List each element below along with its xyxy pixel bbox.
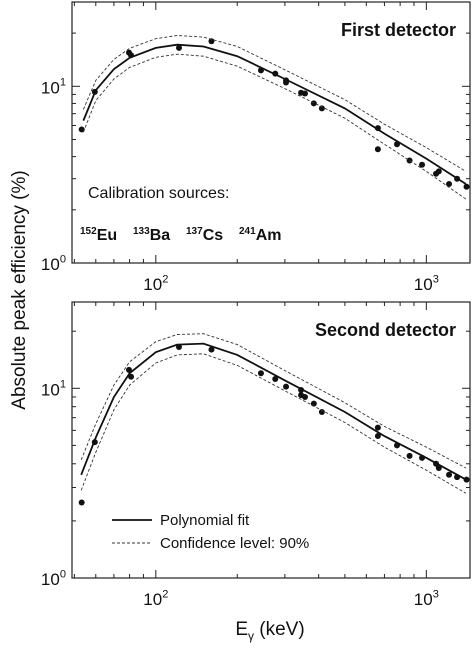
tick-label: 103	[414, 588, 439, 609]
tick-exponent: 3	[433, 588, 439, 600]
tick-base: 10	[414, 275, 433, 294]
tick-base: 10	[41, 78, 60, 97]
plot-frame	[71, 301, 471, 579]
confidence-line	[80, 353, 467, 494]
tick-exponent: 0	[60, 253, 66, 265]
data-point	[272, 375, 279, 382]
tick-exponent: 0	[60, 568, 66, 580]
data-point	[208, 38, 215, 45]
confidence-line	[82, 53, 467, 200]
data-point	[208, 346, 215, 353]
tick-base: 10	[414, 590, 433, 609]
y-axis-label: Absolute peak efficiency (%)	[9, 170, 30, 409]
data-point	[301, 393, 308, 400]
legend-label: Confidence level: 90%	[160, 535, 309, 552]
plot-area	[78, 35, 470, 200]
source-label: 137Cs	[186, 226, 223, 244]
data-point	[78, 499, 85, 506]
x-label-subscript: γ	[248, 629, 254, 643]
source-symbol: Ba	[150, 227, 171, 244]
data-point	[446, 180, 453, 187]
data-point	[283, 383, 290, 390]
data-point	[301, 90, 308, 97]
data-point	[257, 370, 264, 377]
tick-label: 101	[41, 77, 66, 98]
data-point	[175, 344, 182, 351]
x-label-base: E	[235, 619, 248, 640]
tick-label: 101	[41, 379, 66, 400]
plot-area	[78, 333, 470, 506]
fit-line	[80, 342, 467, 481]
x-label-unit: (keV)	[254, 619, 305, 640]
tick-base: 10	[41, 380, 60, 399]
data-point	[463, 183, 470, 190]
confidence-line	[82, 35, 467, 172]
source-symbol: Cs	[203, 227, 224, 244]
tick-label: 100	[41, 568, 66, 589]
tick-exponent: 3	[433, 273, 439, 285]
data-point	[406, 452, 413, 459]
data-point	[318, 408, 325, 415]
tick-base: 10	[143, 275, 162, 294]
tick-exponent: 1	[60, 77, 66, 89]
source-symbol: Eu	[97, 227, 117, 244]
legend-label: Polynomial fit	[160, 512, 250, 529]
plot-frame	[71, 1, 471, 264]
tick-exponent: 2	[162, 588, 168, 600]
x-axis-label: Eγ (keV)	[235, 619, 304, 643]
data-point	[175, 44, 182, 51]
tick-base: 10	[41, 255, 60, 274]
data-point	[435, 168, 442, 175]
fit-line	[82, 43, 467, 185]
tick-label: 102	[143, 273, 168, 294]
confidence-line	[80, 333, 467, 469]
data-point	[318, 105, 325, 112]
data-point	[310, 100, 317, 107]
data-point	[419, 161, 426, 168]
source-label: 241Am	[239, 226, 281, 244]
data-point	[78, 126, 85, 133]
source-mass: 241	[239, 226, 256, 237]
data-point	[374, 433, 381, 440]
annotation: Calibration sources:	[88, 185, 229, 202]
tick-base: 10	[143, 590, 162, 609]
source-symbol: Am	[256, 227, 282, 244]
source-mass: 152	[80, 226, 97, 237]
data-point	[128, 373, 135, 380]
tick-label: 102	[143, 588, 168, 609]
source-mass: 133	[133, 226, 150, 237]
source-label: 152Eu	[80, 226, 117, 244]
tick-exponent: 2	[162, 273, 168, 285]
data-point	[406, 157, 413, 164]
source-label: 133Ba	[133, 226, 170, 244]
tick-label: 100	[41, 253, 66, 274]
tick-base: 10	[41, 570, 60, 589]
tick-exponent: 1	[60, 379, 66, 391]
data-point	[446, 471, 453, 478]
tick-label: 103	[414, 273, 439, 294]
panel-title: Second detector	[315, 320, 456, 340]
source-mass: 137	[186, 226, 203, 237]
data-point	[374, 424, 381, 431]
panel-title: First detector	[341, 20, 456, 40]
data-point	[126, 366, 133, 373]
data-point	[374, 146, 381, 153]
